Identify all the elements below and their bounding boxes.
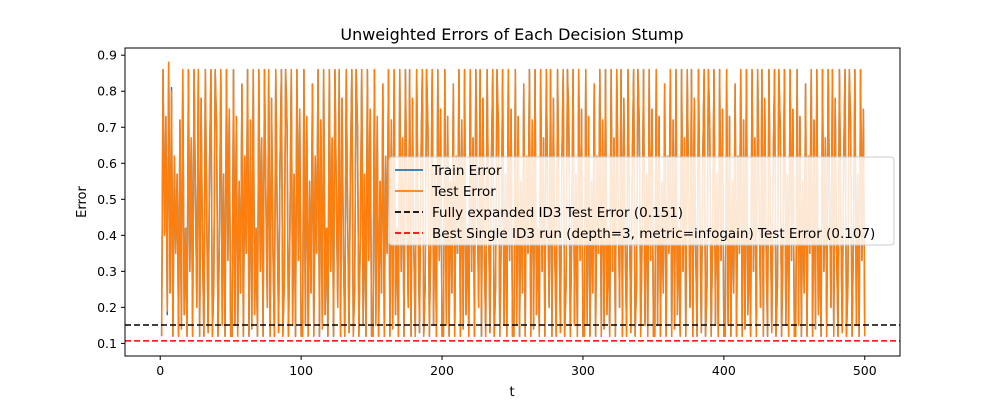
plot-frame (124, 47, 901, 357)
legend-entries: Train Error Test Error Fully expanded ID3 … (395, 163, 875, 242)
y-axis: 0.1 0.2 0.3 0.4 0.5 0.6 0.7 0.8 0.9 (97, 48, 125, 351)
y-tick-label: 0.9 (97, 48, 117, 63)
y-tick-label: 0.1 (97, 336, 117, 351)
x-tick-label: 100 (289, 363, 313, 378)
plot-area (125, 61, 900, 342)
y-tick-label: 0.8 (97, 84, 117, 99)
y-tick-label: 0.2 (97, 300, 117, 315)
x-tick-label: 0 (156, 363, 164, 378)
series-layer (160, 61, 866, 337)
y-axis-label: Error (75, 186, 90, 218)
chart-title: Unweighted Errors of Each Decision Stump (340, 25, 683, 44)
x-tick-label: 500 (853, 363, 877, 378)
x-axis-label: t (509, 385, 514, 400)
x-tick-label: 400 (712, 363, 736, 378)
legend-label: Train Error (431, 163, 502, 179)
x-tick-label: 200 (430, 363, 454, 378)
legend: Train Error Test Error Fully expanded ID3 … (388, 156, 895, 246)
legend-label: Best Single ID3 run (depth=3, metric=inf… (432, 226, 875, 242)
y-tick-label: 0.5 (97, 192, 117, 207)
y-tick-label: 0.4 (97, 228, 117, 243)
y-tick-label: 0.3 (97, 264, 117, 279)
x-axis: 0 100 200 300 400 500 (156, 356, 877, 378)
legend-label: Fully expanded ID3 Test Error (0.151) (432, 205, 683, 221)
legend-label: Test Error (431, 184, 496, 200)
y-tick-label: 0.6 (97, 156, 117, 171)
legend-box (388, 156, 895, 246)
x-tick-label: 300 (571, 363, 595, 378)
series-line-test-error (160, 61, 866, 337)
y-tick-label: 0.7 (97, 120, 117, 135)
reference-lines (125, 324, 900, 342)
